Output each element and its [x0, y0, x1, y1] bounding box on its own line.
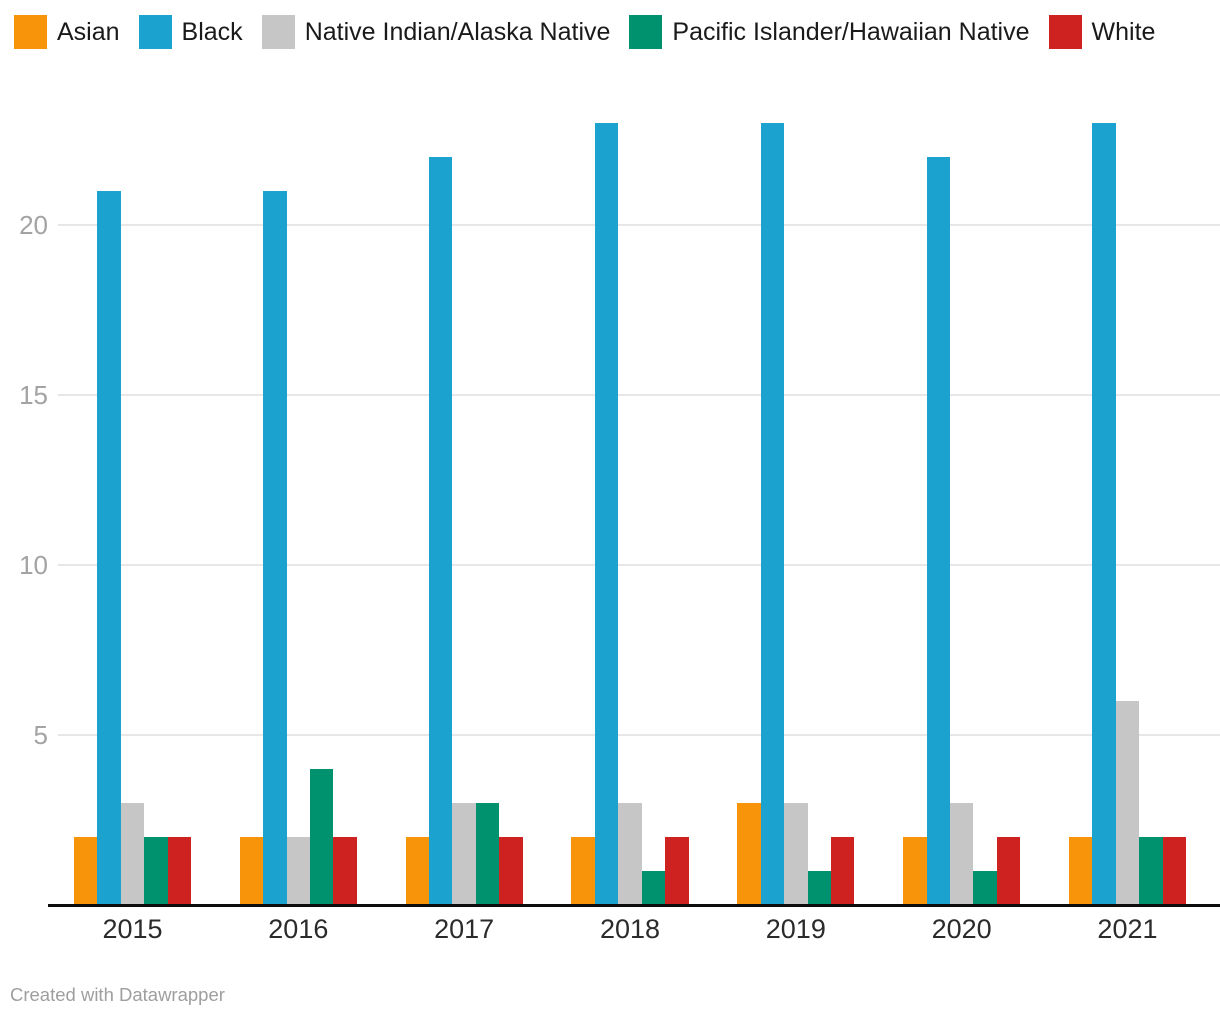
y-tick-label-10: 10: [19, 550, 48, 580]
bar-black-2015: [97, 191, 121, 907]
bar-native-indian-alaska-native-2019: [784, 803, 808, 907]
bar-black-2019: [760, 123, 785, 907]
bar-white-2020: [996, 837, 1021, 907]
x-tick-label-2019: 2019: [765, 914, 826, 944]
bar-native-indian-alaska-native-2016: [286, 837, 311, 907]
bar-black-2018: [594, 123, 619, 907]
bar-pacific-islander-hawaiian-native-2021: [1139, 837, 1163, 907]
bar-black-2017: [429, 157, 453, 907]
legend-label: Asian: [57, 18, 120, 46]
bar-group-2020: [903, 0, 1021, 907]
bar-asian-2017: [405, 837, 430, 907]
bar-group-2015: [74, 0, 192, 907]
bar-white-2019: [830, 837, 855, 907]
legend-item-black: Black: [138, 15, 243, 49]
bar-white-2017: [499, 837, 523, 907]
gridline-y-10: [58, 564, 1220, 566]
legend-label: White: [1091, 18, 1156, 46]
bar-group-2019: [737, 0, 855, 907]
bar-pacific-islander-hawaiian-native-2019: [807, 871, 831, 907]
bar-native-indian-alaska-native-2020: [949, 803, 974, 907]
legend: Asian Black Native Indian/Alaska Native Pac…: [14, 15, 1155, 49]
bar-white-2016: [333, 837, 357, 907]
bar-white-2021: [1162, 837, 1186, 907]
bar-asian-2018: [571, 837, 595, 907]
bar-pacific-islander-hawaiian-native-2016: [310, 769, 334, 907]
bar-native-indian-alaska-native-2015: [120, 803, 145, 907]
bar-pacific-islander-hawaiian-native-2020: [973, 871, 997, 907]
bar-native-indian-alaska-native-2021: [1115, 701, 1140, 907]
legend-label: Pacific Islander/Hawaiian Native: [672, 18, 1030, 46]
bar-group-2016: [239, 0, 357, 907]
bar-group-2017: [405, 0, 523, 907]
legend-swatch-icon: [138, 15, 172, 49]
legend-swatch-icon: [261, 15, 295, 49]
bar-pacific-islander-hawaiian-native-2017: [475, 803, 500, 907]
legend-item-asian: Asian: [14, 15, 120, 49]
x-tick-label-2017: 2017: [434, 914, 495, 944]
legend-swatch-icon: [1048, 15, 1082, 49]
bar-white-2018: [665, 837, 689, 907]
bar-pacific-islander-hawaiian-native-2015: [144, 837, 168, 907]
gridline-y-15: [58, 394, 1220, 396]
x-tick-label-2018: 2018: [599, 914, 661, 944]
legend-swatch-icon: [629, 15, 663, 49]
bar-black-2020: [926, 157, 950, 907]
bar-native-indian-alaska-native-2018: [618, 803, 642, 907]
bar-black-2021: [1092, 123, 1116, 907]
legend-label: Native Indian/Alaska Native: [304, 18, 611, 46]
x-axis-line: [48, 904, 1220, 907]
bar-native-indian-alaska-native-2017: [452, 803, 476, 907]
y-tick-label-20: 20: [19, 210, 48, 240]
x-tick-label-2015: 2015: [102, 914, 163, 944]
bar-group-2018: [571, 0, 689, 907]
bar-asian-2019: [737, 803, 761, 907]
bar-black-2016: [263, 191, 287, 907]
bar-asian-2020: [903, 837, 927, 907]
legend-item-native-indian-alaska-native: Native Indian/Alaska Native: [261, 15, 611, 49]
bar-asian-2015: [74, 837, 98, 907]
y-tick-label-5: 5: [33, 720, 48, 750]
bar-group-2021: [1068, 0, 1186, 907]
x-tick-label-2016: 2016: [268, 914, 329, 944]
datawrapper-attribution-link[interactable]: Created with Datawrapper: [10, 984, 225, 1005]
legend-swatch-icon: [14, 15, 47, 49]
bar-white-2015: [167, 837, 192, 907]
bar-asian-2016: [239, 837, 264, 907]
bar-pacific-islander-hawaiian-native-2018: [641, 871, 666, 907]
x-tick-label-2021: 2021: [1097, 914, 1158, 944]
gridline-y-20: [58, 224, 1220, 226]
legend-item-pacific-islander-hawaiian-native: Pacific Islander/Hawaiian Native: [629, 15, 1030, 49]
legend-item-white: White: [1048, 15, 1156, 49]
gridline-y-5: [58, 734, 1220, 736]
y-tick-label-15: 15: [19, 380, 48, 410]
bar-asian-2021: [1068, 837, 1093, 907]
x-tick-label-2020: 2020: [931, 914, 992, 944]
legend-label: Black: [181, 18, 243, 46]
